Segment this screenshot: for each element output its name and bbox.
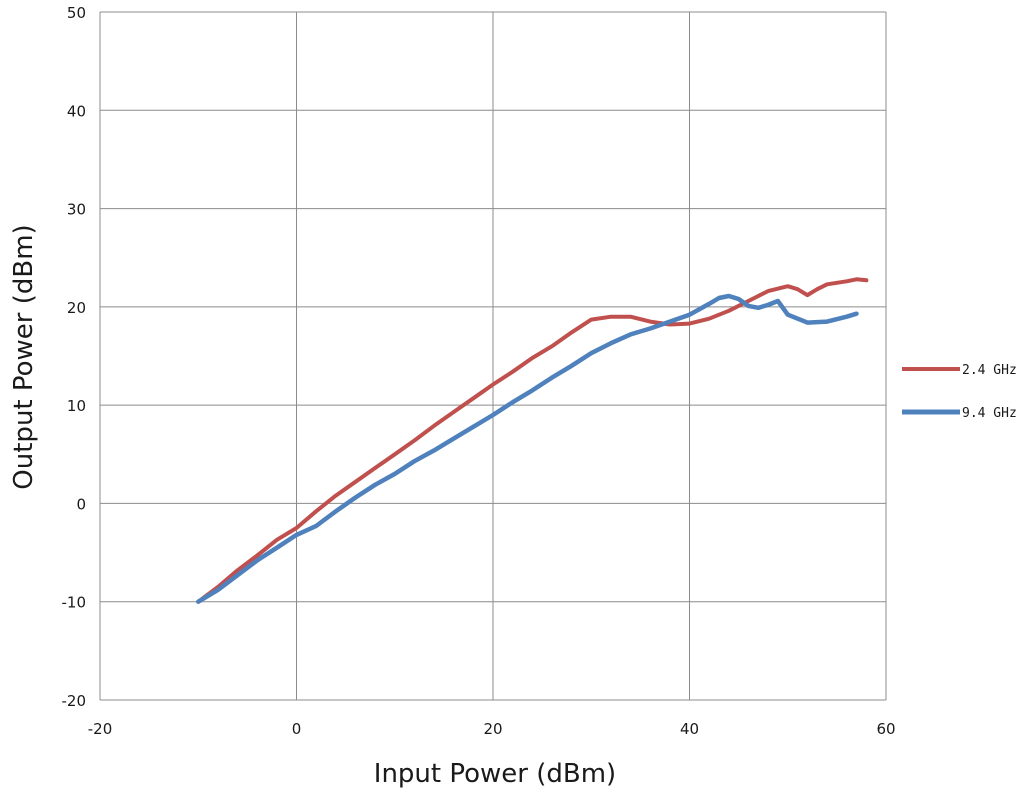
y-tick-label: 40 — [67, 102, 86, 120]
y-tick-label: 10 — [67, 397, 86, 415]
series-line-9-4-ghz — [196, 293, 859, 604]
x-tick-label: -20 — [88, 720, 113, 738]
y-tick-label: -10 — [62, 594, 87, 612]
y-tick-label: 30 — [67, 201, 86, 219]
y-tick-label: 0 — [76, 495, 86, 513]
y-axis-title: Output Power (dBm) — [9, 224, 39, 489]
x-axis-title: Input Power (dBm) — [374, 759, 616, 789]
x-tick-label: 60 — [876, 720, 895, 738]
tick-labels: -20 0 20 40 60 -20 -10 0 10 20 30 40 50 — [62, 4, 896, 738]
y-tick-label: 50 — [67, 4, 86, 22]
y-tick-label: 20 — [67, 299, 86, 317]
x-tick-label: 20 — [483, 720, 502, 738]
series-line-2-4-ghz — [196, 277, 869, 604]
legend-label-2-4-ghz: 2.4 GHz — [962, 363, 1017, 378]
series-layer — [196, 277, 869, 604]
x-tick-label: 40 — [680, 720, 699, 738]
x-tick-label: 0 — [292, 720, 302, 738]
legend: 2.4 GHz 9.4 GHz — [902, 363, 1017, 421]
y-tick-label: -20 — [62, 692, 87, 710]
legend-label-9-4-ghz: 9.4 GHz — [962, 406, 1017, 421]
